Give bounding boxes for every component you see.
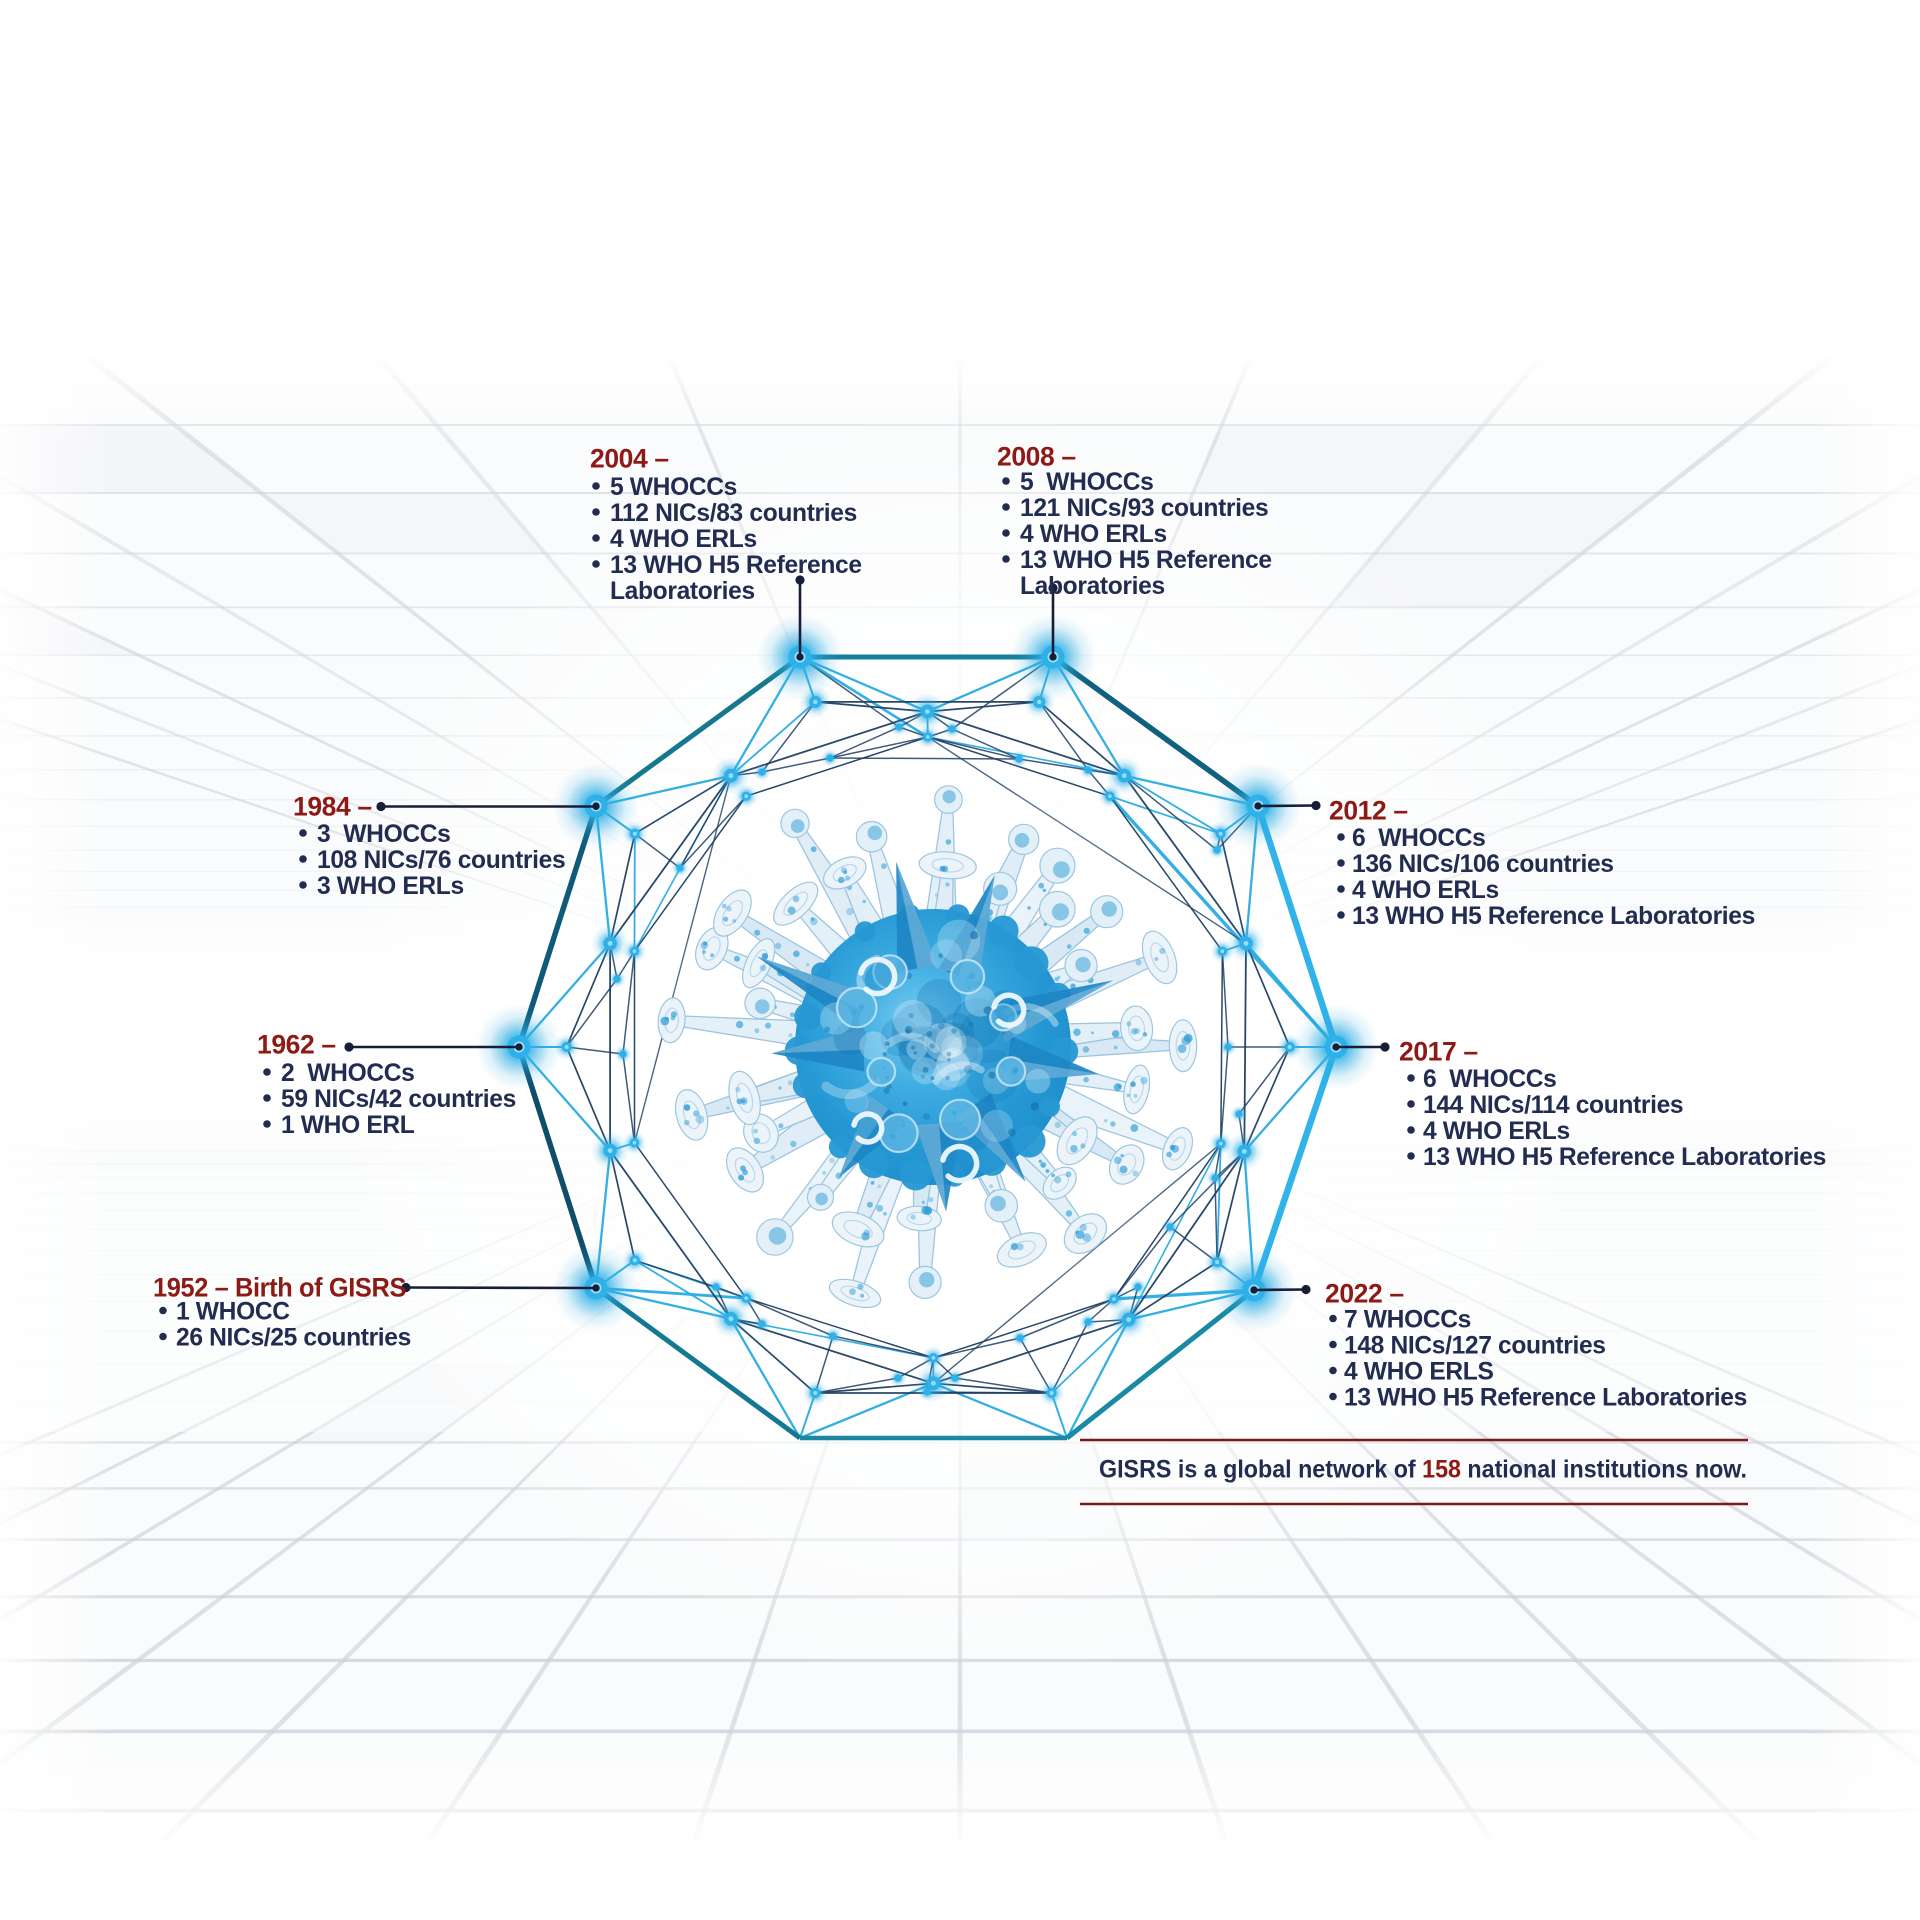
- svg-text:7 WHOCCs: 7 WHOCCs: [1344, 1306, 1471, 1333]
- svg-text:26 NICs/25 countries: 26 NICs/25 countries: [176, 1324, 411, 1351]
- svg-text:4 WHO ERLS: 4 WHO ERLS: [1344, 1358, 1494, 1385]
- svg-text:148 NICs/127 countries: 148 NICs/127 countries: [1344, 1332, 1606, 1359]
- svg-text:5 WHOCCs: 5 WHOCCs: [610, 474, 737, 501]
- svg-text:6 WHOCCs: 6 WHOCCs: [1352, 825, 1486, 852]
- svg-text:2017 –: 2017 –: [1399, 1036, 1478, 1066]
- svg-text:1984 –: 1984 –: [293, 791, 372, 821]
- svg-text:121 NICs/93 countries: 121 NICs/93 countries: [1020, 495, 1268, 522]
- svg-text:108 NICs/76 countries: 108 NICs/76 countries: [317, 847, 565, 874]
- svg-text:144 NICs/114 countries: 144 NICs/114 countries: [1423, 1092, 1683, 1119]
- svg-text:1 WHO ERL: 1 WHO ERL: [281, 1112, 415, 1139]
- svg-text:136 NICs/106 countries: 136 NICs/106 countries: [1352, 851, 1614, 878]
- svg-text:4 WHO ERLs: 4 WHO ERLs: [1352, 877, 1499, 904]
- svg-text:13 WHO H5 Reference: 13 WHO H5 Reference: [1020, 547, 1272, 574]
- svg-text:4 WHO ERLs: 4 WHO ERLs: [1423, 1118, 1570, 1145]
- svg-text:2012 –: 2012 –: [1329, 795, 1408, 825]
- svg-text:112 NICs/83 countries: 112 NICs/83 countries: [610, 500, 857, 527]
- svg-text:4 WHO ERLs: 4 WHO ERLs: [1020, 521, 1167, 548]
- svg-text:3 WHOCCs: 3 WHOCCs: [317, 821, 451, 848]
- svg-text:13 WHO H5 Reference: 13 WHO H5 Reference: [610, 552, 862, 579]
- svg-text:Laboratories: Laboratories: [610, 578, 755, 605]
- svg-text:5 WHOCCs: 5 WHOCCs: [1020, 469, 1154, 496]
- svg-text:13 WHO H5 Reference Laboratori: 13 WHO H5 Reference Laboratories: [1423, 1144, 1826, 1171]
- svg-text:2004 –: 2004 –: [590, 443, 669, 473]
- svg-text:1952 – Birth of GISRS: 1952 – Birth of GISRS: [153, 1272, 406, 1302]
- svg-text:13 WHO H5 Reference Laboratori: 13 WHO H5 Reference Laboratories: [1352, 903, 1755, 930]
- svg-text:1962 –: 1962 –: [257, 1029, 336, 1059]
- svg-text:3 WHO ERLs: 3 WHO ERLs: [317, 873, 464, 900]
- svg-text:2008 –: 2008 –: [997, 441, 1076, 471]
- svg-text:2 WHOCCs: 2 WHOCCs: [281, 1060, 415, 1087]
- svg-text:2022 –: 2022 –: [1325, 1278, 1404, 1308]
- svg-text:4 WHO ERLs: 4 WHO ERLs: [610, 526, 757, 553]
- svg-text:1 WHOCC: 1 WHOCC: [176, 1298, 290, 1325]
- svg-text:GISRS is a global network of 1: GISRS is a global network of 158 nationa…: [1099, 1456, 1747, 1484]
- svg-text:Laboratories: Laboratories: [1020, 573, 1165, 600]
- svg-text:13 WHO H5 Reference Laboratori: 13 WHO H5 Reference Laboratories: [1344, 1384, 1747, 1411]
- svg-text:6 WHOCCs: 6 WHOCCs: [1423, 1066, 1557, 1093]
- svg-text:59 NICs/42 countries: 59 NICs/42 countries: [281, 1086, 516, 1113]
